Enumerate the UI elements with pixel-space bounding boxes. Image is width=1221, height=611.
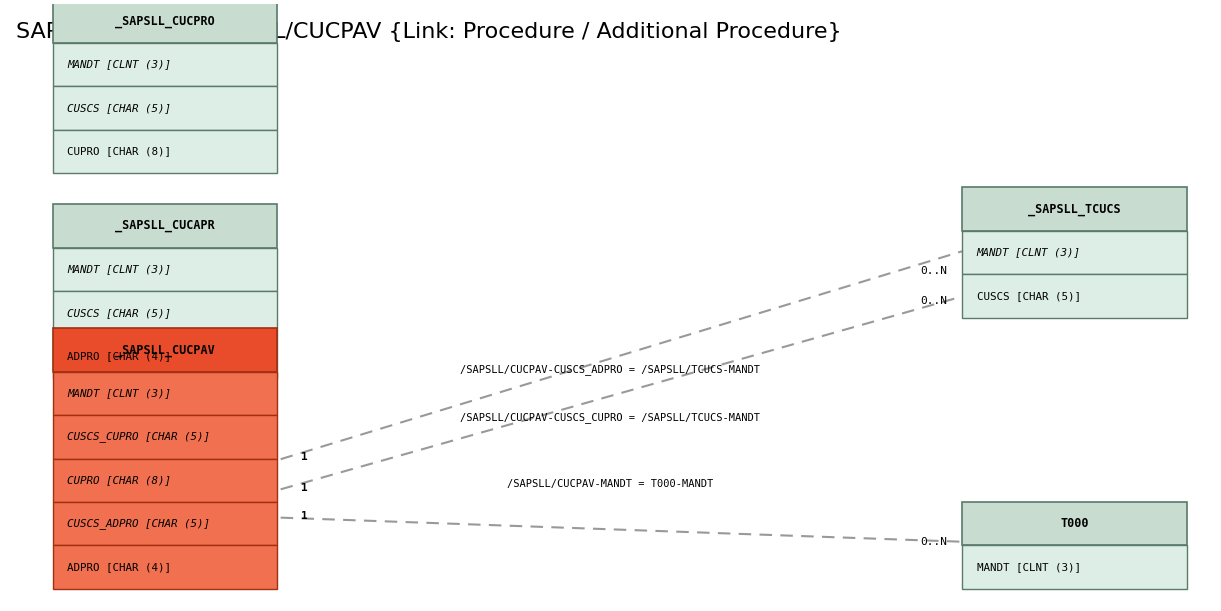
Text: _SAPSLL_TCUCS: _SAPSLL_TCUCS	[1028, 203, 1121, 216]
FancyBboxPatch shape	[962, 546, 1187, 589]
Text: /SAPSLL/CUCPAV-CUSCS_ADPRO = /SAPSLL/TCUCS-MANDT: /SAPSLL/CUCPAV-CUSCS_ADPRO = /SAPSLL/TCU…	[460, 364, 761, 375]
Text: /SAPSLL/CUCPAV-MANDT = T000-MANDT: /SAPSLL/CUCPAV-MANDT = T000-MANDT	[508, 479, 713, 489]
Text: CUSCS_ADPRO [CHAR (5)]: CUSCS_ADPRO [CHAR (5)]	[67, 518, 210, 529]
FancyBboxPatch shape	[962, 274, 1187, 318]
Text: CUSCS [CHAR (5)]: CUSCS [CHAR (5)]	[67, 103, 171, 113]
Text: _SAPSLL_CUCPRO: _SAPSLL_CUCPRO	[115, 15, 215, 27]
FancyBboxPatch shape	[53, 546, 277, 589]
FancyBboxPatch shape	[53, 459, 277, 502]
Text: SAP ABAP table /SAPSLL/CUCPAV {Link: Procedure / Additional Procedure}: SAP ABAP table /SAPSLL/CUCPAV {Link: Pro…	[16, 22, 842, 42]
FancyBboxPatch shape	[53, 328, 277, 371]
FancyBboxPatch shape	[53, 43, 277, 86]
FancyBboxPatch shape	[53, 130, 277, 173]
FancyBboxPatch shape	[962, 502, 1187, 546]
Text: 0..N: 0..N	[921, 266, 947, 276]
FancyBboxPatch shape	[53, 247, 277, 291]
FancyBboxPatch shape	[53, 86, 277, 130]
Text: CUSCS [CHAR (5)]: CUSCS [CHAR (5)]	[977, 291, 1081, 301]
Text: _SAPSLL_CUCPAV: _SAPSLL_CUCPAV	[115, 343, 215, 357]
Text: MANDT [CLNT (3)]: MANDT [CLNT (3)]	[67, 389, 171, 398]
Text: ADPRO [CHAR (4)]: ADPRO [CHAR (4)]	[67, 562, 171, 572]
Text: 0..N: 0..N	[921, 536, 947, 547]
FancyBboxPatch shape	[962, 231, 1187, 274]
FancyBboxPatch shape	[53, 371, 277, 415]
FancyBboxPatch shape	[53, 415, 277, 459]
FancyBboxPatch shape	[962, 188, 1187, 231]
Text: /SAPSLL/CUCPAV-CUSCS_CUPRO = /SAPSLL/TCUCS-MANDT: /SAPSLL/CUCPAV-CUSCS_CUPRO = /SAPSLL/TCU…	[460, 412, 761, 423]
Text: T000: T000	[1060, 517, 1089, 530]
Text: ADPRO [CHAR (4)]: ADPRO [CHAR (4)]	[67, 351, 171, 361]
Text: 1: 1	[302, 511, 308, 521]
FancyBboxPatch shape	[53, 0, 277, 43]
Text: 0..N: 0..N	[921, 296, 947, 306]
Text: 1: 1	[302, 452, 308, 463]
FancyBboxPatch shape	[53, 334, 277, 378]
Text: MANDT [CLNT (3)]: MANDT [CLNT (3)]	[977, 562, 1081, 572]
Text: CUSCS_CUPRO [CHAR (5)]: CUSCS_CUPRO [CHAR (5)]	[67, 431, 210, 442]
Text: 1: 1	[302, 483, 308, 492]
FancyBboxPatch shape	[53, 502, 277, 546]
Text: MANDT [CLNT (3)]: MANDT [CLNT (3)]	[67, 59, 171, 70]
FancyBboxPatch shape	[53, 291, 277, 334]
Text: CUPRO [CHAR (8)]: CUPRO [CHAR (8)]	[67, 475, 171, 485]
Text: CUSCS [CHAR (5)]: CUSCS [CHAR (5)]	[67, 308, 171, 318]
Text: _SAPSLL_CUCAPR: _SAPSLL_CUCAPR	[115, 219, 215, 232]
Text: MANDT [CLNT (3)]: MANDT [CLNT (3)]	[977, 247, 1081, 257]
FancyBboxPatch shape	[53, 204, 277, 247]
Text: MANDT [CLNT (3)]: MANDT [CLNT (3)]	[67, 265, 171, 274]
Text: CUPRO [CHAR (8)]: CUPRO [CHAR (8)]	[67, 146, 171, 156]
